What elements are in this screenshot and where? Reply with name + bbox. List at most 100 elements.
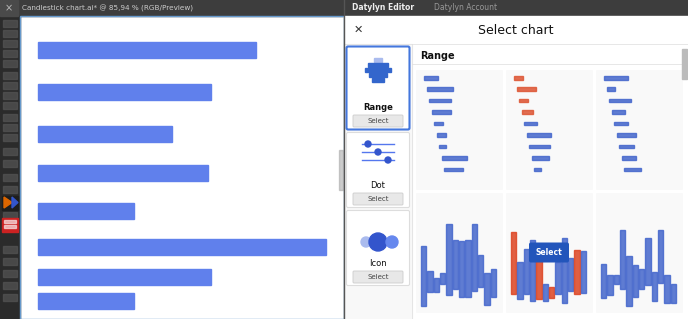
Text: Select chart: Select chart xyxy=(478,24,554,36)
Bar xyxy=(416,70,502,189)
Text: Candlestick chart.ai* @ 85,94 % (RGB/Preview): Candlestick chart.ai* @ 85,94 % (RGB/Pre… xyxy=(22,4,193,11)
Bar xyxy=(368,63,388,66)
Bar xyxy=(38,126,173,142)
Bar xyxy=(0,16,20,319)
Bar xyxy=(682,49,687,79)
Bar xyxy=(616,133,636,137)
Bar xyxy=(517,87,536,91)
Bar xyxy=(478,255,483,286)
Bar xyxy=(626,256,632,306)
Bar xyxy=(431,110,451,114)
Bar xyxy=(4,225,16,228)
Bar xyxy=(374,58,382,62)
Bar xyxy=(604,76,628,79)
Bar xyxy=(38,269,211,285)
Bar xyxy=(2,196,18,210)
Bar xyxy=(519,99,528,102)
Bar xyxy=(3,258,17,265)
Bar xyxy=(3,60,17,67)
Bar xyxy=(3,200,17,207)
FancyBboxPatch shape xyxy=(353,115,403,127)
Bar xyxy=(465,240,471,297)
Text: Datylyn Editor: Datylyn Editor xyxy=(352,4,414,12)
Circle shape xyxy=(365,141,371,147)
Bar xyxy=(3,212,17,219)
Bar xyxy=(3,20,17,27)
Bar xyxy=(596,70,682,189)
Bar xyxy=(434,122,444,125)
Bar xyxy=(524,122,537,125)
Bar xyxy=(439,145,447,148)
Bar xyxy=(3,82,17,89)
Bar xyxy=(453,241,458,289)
Bar xyxy=(3,50,17,57)
FancyBboxPatch shape xyxy=(347,47,409,130)
Bar xyxy=(3,124,17,131)
Bar xyxy=(534,167,541,171)
Bar xyxy=(38,204,134,219)
Bar xyxy=(344,16,688,319)
Bar xyxy=(38,165,208,181)
Bar xyxy=(530,240,535,301)
Bar xyxy=(568,258,573,292)
Bar xyxy=(4,220,16,223)
Bar xyxy=(427,87,453,91)
Bar xyxy=(614,275,619,284)
Bar xyxy=(459,241,464,297)
Text: Select: Select xyxy=(367,196,389,202)
Bar xyxy=(549,286,554,298)
Text: Datylyn Account: Datylyn Account xyxy=(434,4,497,12)
Bar xyxy=(612,110,625,114)
Bar xyxy=(543,284,548,301)
Bar xyxy=(38,42,256,58)
Bar xyxy=(3,294,17,301)
Bar xyxy=(38,239,326,255)
Circle shape xyxy=(385,157,391,163)
Bar xyxy=(652,272,657,301)
Text: Select: Select xyxy=(367,274,389,280)
Circle shape xyxy=(369,233,387,251)
Bar xyxy=(433,278,439,292)
Bar xyxy=(514,76,522,79)
Bar xyxy=(3,174,17,181)
Bar xyxy=(440,273,445,284)
Bar xyxy=(442,156,466,160)
Bar xyxy=(3,246,17,253)
Bar xyxy=(3,282,17,289)
Bar xyxy=(365,68,391,71)
Bar xyxy=(3,92,17,99)
Bar xyxy=(671,284,676,303)
Bar xyxy=(526,133,551,137)
Bar xyxy=(529,145,550,148)
Polygon shape xyxy=(4,197,12,208)
Bar xyxy=(624,167,641,171)
Bar xyxy=(506,70,592,189)
Bar xyxy=(416,193,502,312)
Bar xyxy=(344,0,688,16)
Bar xyxy=(429,99,451,102)
Bar xyxy=(561,238,567,303)
Bar xyxy=(491,269,496,297)
FancyBboxPatch shape xyxy=(347,211,409,286)
Text: Range: Range xyxy=(363,103,393,113)
FancyBboxPatch shape xyxy=(529,242,569,263)
Bar xyxy=(665,275,669,303)
Bar xyxy=(421,246,426,306)
Bar xyxy=(633,264,638,297)
Circle shape xyxy=(386,236,398,248)
Bar xyxy=(3,30,17,37)
Bar xyxy=(3,102,17,109)
Bar xyxy=(614,122,628,125)
Bar xyxy=(517,262,522,299)
Text: Select: Select xyxy=(536,248,562,257)
Bar xyxy=(339,150,343,190)
Bar xyxy=(522,110,533,114)
Bar xyxy=(596,193,682,312)
Bar xyxy=(581,251,586,293)
Bar xyxy=(2,218,18,232)
Bar xyxy=(372,78,384,81)
Bar xyxy=(444,167,463,171)
FancyBboxPatch shape xyxy=(347,132,409,207)
Text: Icon: Icon xyxy=(369,259,387,269)
Bar xyxy=(609,99,632,102)
